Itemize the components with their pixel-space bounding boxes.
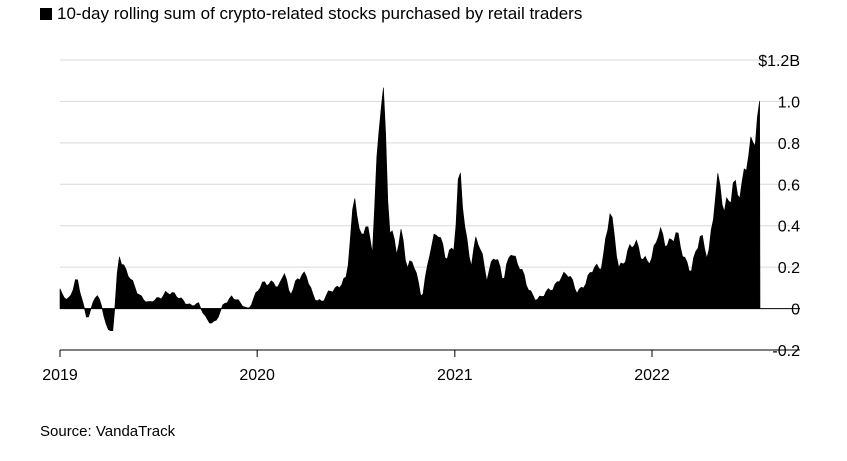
area-series: [59, 87, 761, 331]
y-tick-label: 0.4: [778, 219, 800, 236]
legend-label: 10-day rolling sum of crypto-related sto…: [57, 4, 583, 23]
y-tick-label: 0.6: [778, 177, 800, 194]
x-tick-label: 2021: [437, 367, 473, 384]
y-tick-labels: -0.2 0 0.2 0.4 0.6 0.8 1.0 $1.2B: [758, 53, 800, 360]
source-note: Source: VandaTrack: [40, 423, 176, 440]
x-tick-label: 2020: [239, 367, 275, 384]
y-tick-label: 0: [791, 302, 800, 319]
y-tick-label: 0.8: [778, 136, 800, 153]
y-tick-label: $1.2B: [758, 53, 800, 70]
axis-layer: [59, 308, 800, 357]
legend-swatch: [40, 8, 52, 20]
x-tick-label: 2022: [634, 367, 670, 384]
x-tick-label: 2019: [42, 367, 78, 384]
area-layer: [59, 87, 761, 331]
y-tick-label: -0.2: [772, 343, 800, 360]
y-tick-label: 1.0: [778, 94, 800, 111]
y-tick-label: 0.2: [778, 260, 800, 277]
chart-legend: 10-day rolling sum of crypto-related sto…: [40, 4, 582, 24]
area-chart: -0.200.20.40.60.81.0$1.2B 2019 2020 2021 20…: [42, 53, 800, 384]
x-tick-labels: 2019 2020 2021 2022: [42, 367, 670, 384]
